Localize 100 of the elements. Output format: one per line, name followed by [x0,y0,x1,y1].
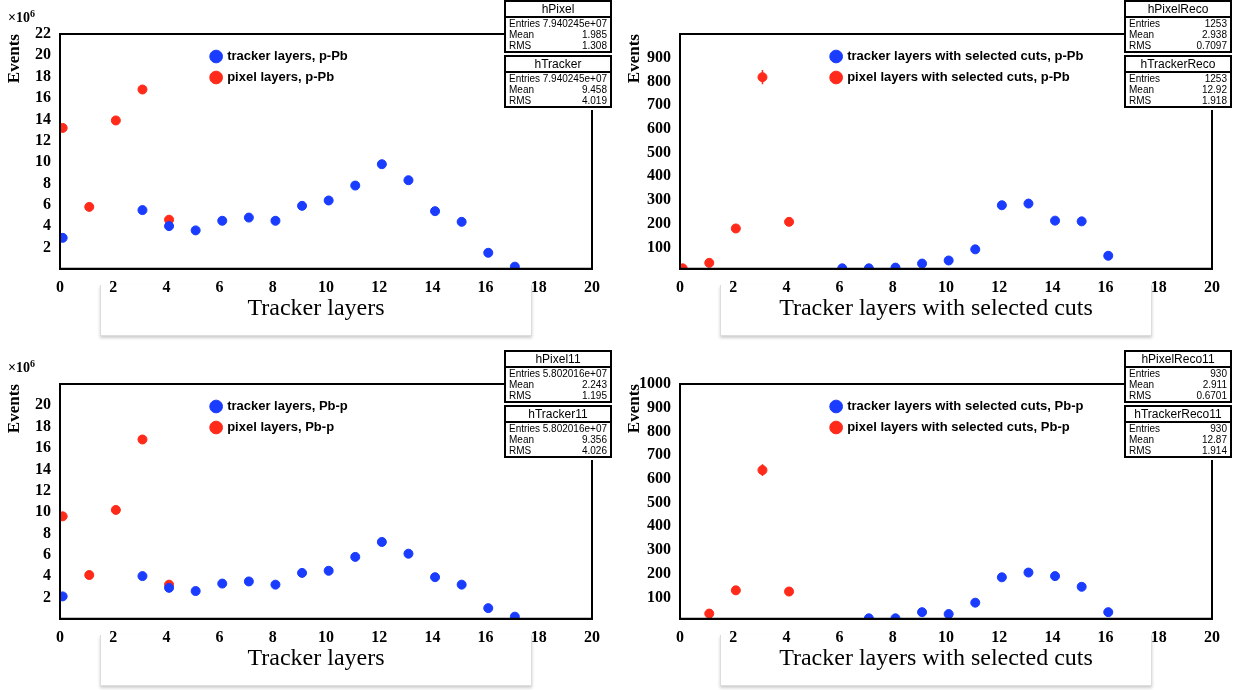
x-tick-label: 8 [268,277,277,295]
x-tick-label: 16 [1097,277,1114,295]
text: Mean 12.87 [1129,434,1227,445]
annotation: hTrackerReco11 [1134,407,1222,421]
y-tick-label: 4 [43,566,51,584]
y-tick-label: 14 [35,109,51,127]
x-tick-label: 16 [477,627,494,645]
y-tick-label: 100 [647,587,671,605]
legend-label: pixel layers, Pb-p [227,419,335,435]
text: Mean 2.938 [1129,29,1227,40]
x-tick-label: 4 [782,277,791,295]
annotation: Entries 7.940245e+07 [509,73,607,84]
text: Entries 1253 [1129,18,1227,29]
y-tick-label: 16 [35,88,51,106]
text: hPixel11 [535,352,581,366]
y-tick-label: 200 [647,213,671,231]
legend-label: pixel layers with selected cuts, Pb-p [847,419,1070,435]
x-tick-label: 16 [477,277,494,295]
y-tick-label: 200 [647,563,671,581]
x-tick-label: 18 [1150,627,1167,645]
x-tick-label: 2 [109,627,118,645]
y-tick-label: 600 [647,119,671,137]
legend-label: tracker layers, Pb-p [227,398,348,414]
x-tick-label: 14 [424,627,441,645]
x-tick-label: 6 [215,627,224,645]
y-axis-title: Events [623,33,643,84]
annotation: hTracker [534,57,582,71]
y-tick-label: 12 [35,480,51,498]
x-tick-label: 2 [729,627,738,645]
text: hPixelReco11 [1141,352,1215,366]
x-tick-label: 6 [835,627,844,645]
y-tick-label: 8 [43,523,51,541]
x-tick-label: 10 [938,627,954,645]
y-tick-label: 22 [35,24,51,42]
y-axis-title: Events [3,33,23,84]
y-tick-label: 20 [35,45,51,63]
y-tick-label: 12 [35,130,51,148]
text: Mean 2.911 [1129,379,1227,390]
y-tick-label: 2 [43,237,51,255]
x-tick-label: 6 [835,277,844,295]
x-tick-label: 18 [530,277,547,295]
x-tick-label: 2 [109,277,118,295]
text: Entries 1253 [1129,73,1227,84]
y-tick-label: 8 [43,173,51,191]
x-tick-label: 14 [1044,627,1061,645]
y-tick-label: 20 [35,395,51,413]
x-tick-label: 12 [991,627,1008,645]
y-tick-label: 4 [43,216,51,234]
y-tick-label: 6 [43,544,51,562]
y-tick-label: 14 [35,459,51,477]
x-tick-label: 8 [268,627,277,645]
y-tick-label: 300 [647,540,671,558]
x-tick-label: 6 [215,277,224,295]
x-tick-label: 2 [729,277,738,295]
y-tick-label: 300 [647,190,671,208]
x-axis-title: Tracker layers [247,294,385,320]
x-tick-label: 18 [530,627,547,645]
x-tick-label: 4 [782,627,791,645]
text: Entries 930 [1129,423,1227,434]
x-tick-label: 18 [1150,277,1167,295]
x-tick-label: 0 [56,627,64,645]
text: RMS 1.914 [1129,445,1227,456]
annotation: hTracker11 [528,407,588,421]
y-tick-label: 10 [35,502,51,520]
y-tick-label: 2 [43,587,51,605]
text: Entries 5.802016e+07 [509,368,607,379]
y-tick-label: 400 [647,516,671,534]
text: RMS 1.918 [1129,95,1227,106]
y-tick-label: 600 [647,469,671,487]
y-tick-label: 16 [35,438,51,456]
x-tick-label: 0 [676,627,684,645]
x-tick-label: 0 [676,277,684,295]
text: RMS 0.6701 [1129,390,1227,401]
text: Entries 930 [1129,368,1227,379]
text: RMS 4.019 [509,95,607,106]
text: RMS 1.308 [509,40,607,51]
legend-label: pixel layers with selected cuts, p-Pb [847,69,1070,85]
text: Mean 9.356 [509,434,607,445]
x-tick-label: 14 [1044,277,1061,295]
legend-label: tracker layers with selected cuts, Pb-p [847,398,1084,414]
text: RMS 0.7097 [1129,40,1227,51]
x-tick-label: 20 [584,627,600,645]
text: hPixelReco [1147,2,1209,16]
x-tick-label: 20 [584,277,600,295]
x-axis-title: Tracker layers [247,644,385,670]
x-tick-label: 12 [371,627,388,645]
y-tick-label: 800 [647,421,671,439]
x-tick-label: 20 [1204,277,1220,295]
text: hPixel [541,2,575,16]
x-tick-label: 10 [938,277,954,295]
text: Mean 9.458 [509,84,607,95]
x-tick-label: 10 [318,627,334,645]
x-tick-label: 10 [318,277,334,295]
y-tick-label: 500 [647,492,671,510]
x-axis-title: Tracker layers with selected cuts [779,294,1093,320]
text: Entries 7.940245e+07 [509,18,607,29]
y-tick-label: 6 [43,194,51,212]
x-tick-label: 12 [991,277,1008,295]
y-tick-label: 700 [647,445,671,463]
text: RMS 4.026 [509,445,607,456]
